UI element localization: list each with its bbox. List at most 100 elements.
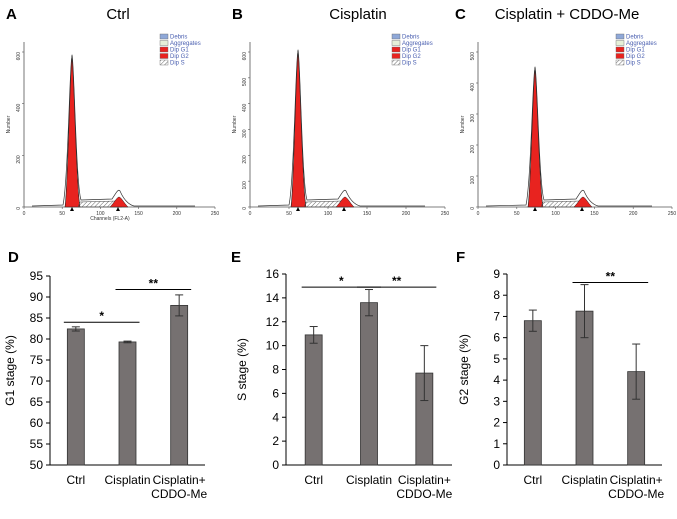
legend-label: Debris [170,35,187,41]
x-tick-label: 150 [590,211,599,217]
histogram-panel-c: C Cisplatin + CDDO-Me 0 50 100 150 200 250 0 100 2… [455,6,676,217]
x-tick-label: 250 [441,211,450,217]
g2-peak [573,196,593,208]
y-tick-label: 12 [266,315,280,329]
histogram-outline [31,54,195,207]
y-tick-label: 6 [272,386,279,400]
y-tick-label: 600 [16,52,22,61]
y-tick-label: 50 [30,458,44,472]
legend-swatch [159,59,169,66]
g1-peak [64,57,81,208]
panel-title: Cisplatin [329,6,387,23]
y-tick-label: 100 [470,176,476,185]
x-tick-label: 200 [173,211,182,217]
y-tick-label: 100 [242,181,248,190]
legend-swatch [159,33,169,40]
legend-label: Dip S [626,61,641,67]
x-category-label: Ctrl [66,473,85,487]
y-tick-label: 400 [242,103,248,112]
g1-peak [290,52,307,208]
peak-marker [342,207,346,211]
x-tick-label: 250 [211,211,220,217]
panel-title: Ctrl [106,6,129,23]
bar-chart-panel-f: F 0 1 2 3 4 5 6 7 8 9 G2 stage (%) Ctrl Cisplatin Cisp… [456,249,664,501]
legend-swatch [391,33,401,40]
y-tick-label: 4 [493,373,500,387]
y-tick-label: 1 [493,437,500,451]
significance-label: * [99,309,104,323]
x-tick-label: 50 [59,211,65,217]
legend-label: Aggregates [626,41,657,47]
x-tick-label: 150 [363,211,372,217]
y-tick-label: 4 [272,410,279,424]
y-tick-label: 0 [470,207,476,210]
significance-label: ** [606,269,616,283]
y-tick-label: 300 [470,114,476,123]
bar [170,304,189,466]
y-axis-label: G2 stage (%) [457,334,471,405]
x-tick-label: 100 [551,211,560,217]
bar [118,341,137,466]
y-tick-label: 80 [30,332,44,346]
peak-marker [580,207,584,211]
panel-letter: F [456,249,465,266]
y-tick-label: 9 [493,267,500,281]
y-tick-label: 5 [493,352,500,366]
x-category-label: Ctrl [304,473,323,487]
x-category-label: Ctrl [523,473,542,487]
legend-label: Dip G2 [626,54,645,60]
legend-label: Dip G1 [626,48,645,54]
legend-swatch [391,46,401,53]
x-tick-label: 150 [134,211,143,217]
y-tick-label: 200 [16,155,22,164]
y-tick-label: 600 [242,52,248,61]
panel-letter: B [232,6,243,23]
y-axis-label: G1 stage (%) [3,335,17,406]
legend-swatch [615,40,625,46]
legend-label: Dip G2 [170,54,189,60]
y-tick-label: 8 [493,288,500,302]
y-axis-label: Number [6,115,12,133]
legend-label: Dip G1 [170,48,189,54]
legend-swatch [615,53,625,59]
histogram-outline [485,66,652,207]
significance-label: ** [392,274,402,288]
g1-peak [527,69,544,208]
y-tick-label: 7 [493,309,500,323]
histogram-panels: A Ctrl 0 50 100 150 200 250 0 200 400 600 Number Chan… [6,6,676,222]
bar [66,328,85,466]
significance-label: ** [149,276,159,290]
x-tick-label: 0 [249,211,252,217]
legend-swatch [159,46,169,53]
histogram-outline [257,49,425,207]
legend-label: Dip S [402,61,417,67]
x-category-label: Cisplatin+ CDDO-Me [151,473,207,501]
y-tick-label: 400 [470,83,476,92]
y-tick-label: 300 [242,129,248,138]
peak-marker [116,207,120,211]
y-tick-label: 75 [30,353,44,367]
peak-marker [296,207,300,211]
x-category-label: Cisplatin+ CDDO-Me [608,473,664,501]
peak-marker [70,207,74,211]
x-axis-label: Channels (FL2-A) [90,216,130,222]
y-tick-label: 400 [16,103,22,112]
g2-peak [109,196,129,208]
x-category-label: Cisplatin+ CDDO-Me [396,473,452,501]
legend-swatch [615,46,625,53]
bar [360,302,378,466]
y-tick-label: 90 [30,290,44,304]
y-tick-label: 70 [30,374,44,388]
y-tick-label: 14 [266,291,280,305]
y-tick-label: 16 [266,267,280,281]
bar-chart-panel-d: D 50 55 60 65 70 75 80 85 90 95 G1 stage (%) Ctrl Cis… [3,249,207,501]
x-category-label: Cisplatin [346,473,392,487]
x-tick-label: 0 [23,211,26,217]
legend-swatch [391,59,401,66]
y-tick-label: 500 [242,78,248,87]
x-tick-label: 100 [324,211,333,217]
